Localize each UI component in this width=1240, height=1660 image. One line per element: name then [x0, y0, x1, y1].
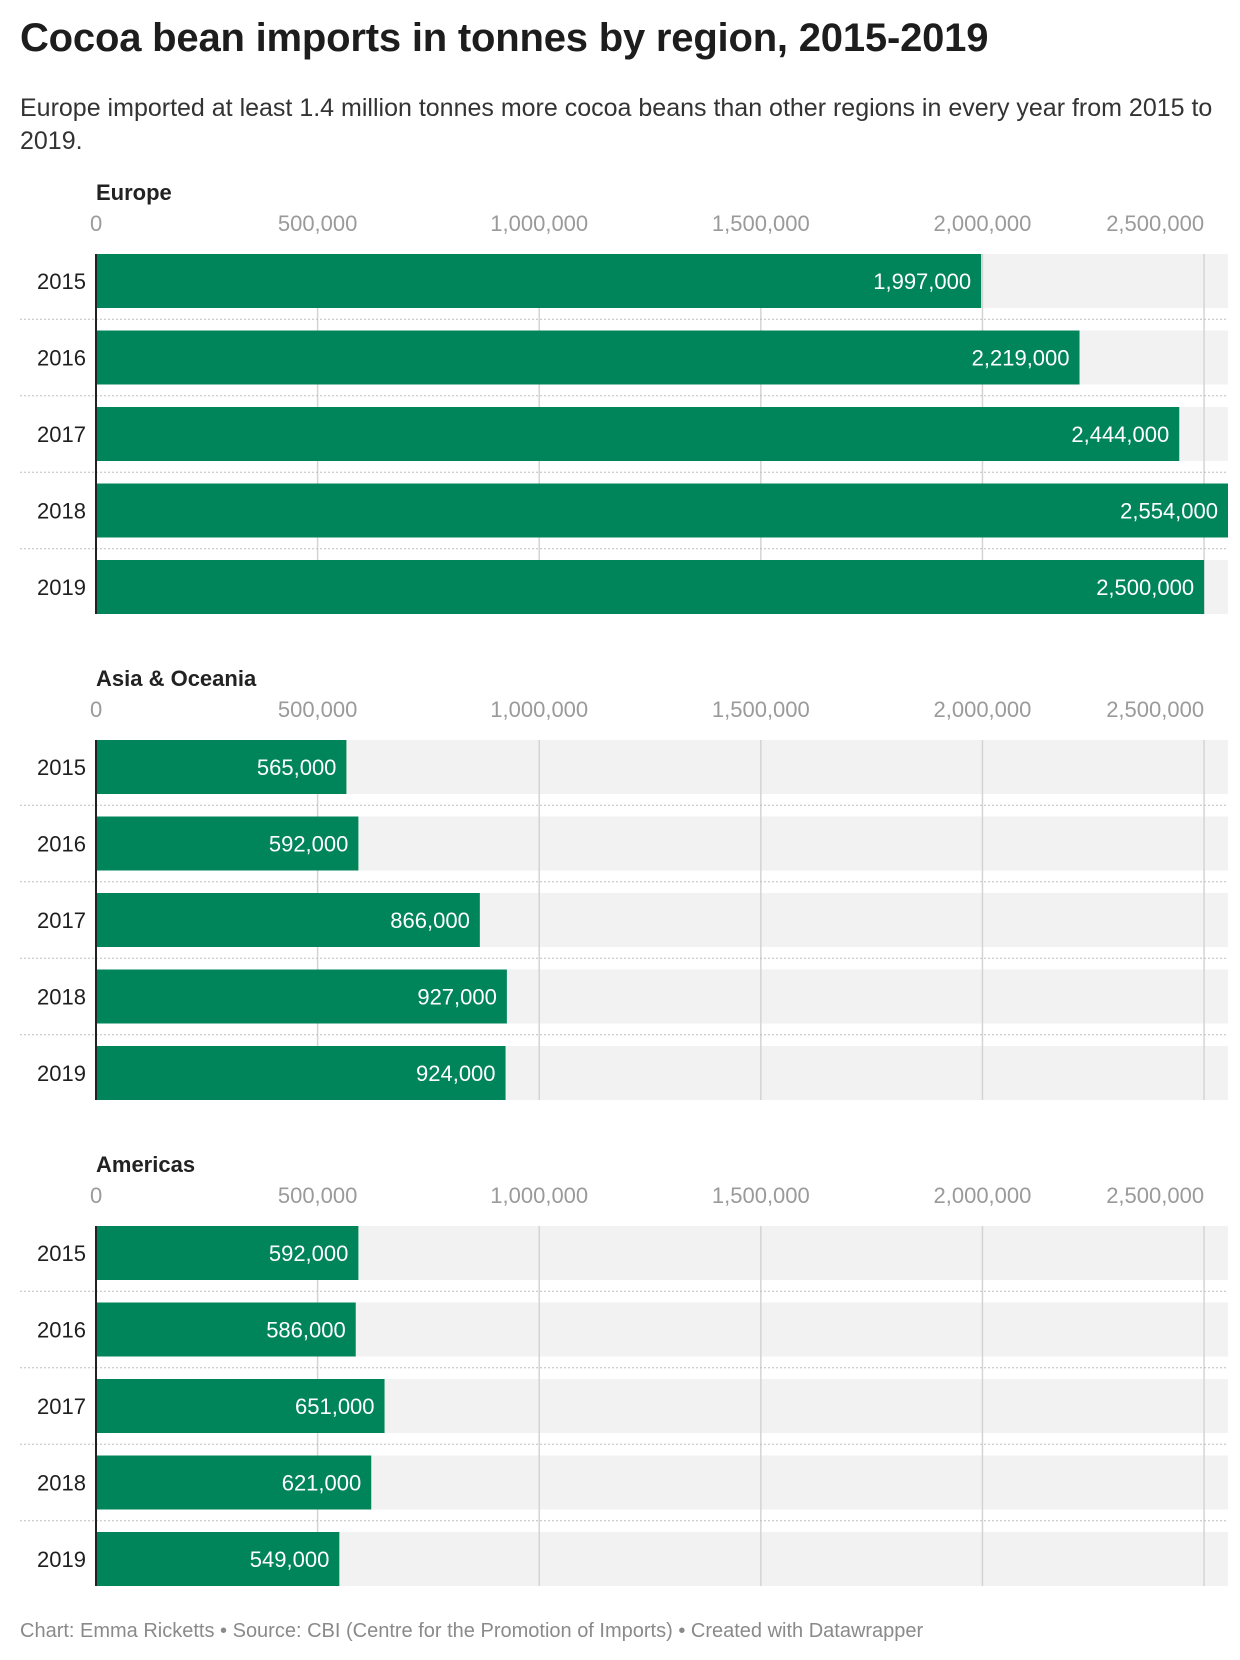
panel-title-americas: Americas	[96, 1152, 196, 1177]
category-label: 2015	[37, 755, 86, 780]
data-label: 549,000	[250, 1547, 330, 1572]
data-label: 1,997,000	[873, 269, 971, 294]
x-tick-label: 2,000,000	[934, 697, 1032, 722]
category-label: 2015	[37, 1241, 86, 1266]
bar	[96, 816, 359, 871]
x-tick-label: 1,000,000	[490, 1183, 588, 1208]
bar	[96, 254, 982, 308]
category-label: 2019	[37, 575, 86, 600]
data-label: 592,000	[269, 832, 349, 857]
bar	[96, 1532, 340, 1586]
x-tick-label: 1,500,000	[712, 211, 810, 236]
category-label: 2018	[37, 499, 86, 524]
category-label: 2019	[37, 1547, 86, 1572]
chart-americas: 0 500,000 1,000,000 1,500,000 2,000,000 2,500…	[20, 1183, 1228, 1586]
data-label: 927,000	[417, 985, 497, 1010]
x-tick-label: 2,500,000	[1106, 697, 1204, 722]
category-label: 2016	[37, 832, 86, 857]
bar	[96, 1379, 385, 1433]
data-label: 592,000	[269, 1241, 349, 1266]
bar	[96, 560, 1205, 614]
bar	[96, 1226, 359, 1280]
x-tick-label: 1,000,000	[490, 211, 588, 236]
x-tick-label: 0	[90, 697, 102, 722]
panel-title-europe: Europe	[96, 180, 172, 205]
x-tick-label: 500,000	[278, 697, 358, 722]
data-label: 2,500,000	[1096, 575, 1194, 600]
x-tick-label: 0	[90, 211, 102, 236]
data-label: 2,444,000	[1071, 422, 1169, 447]
data-label: 2,219,000	[972, 346, 1070, 371]
category-label: 2019	[37, 1061, 86, 1086]
data-label: 2,554,000	[1120, 499, 1218, 524]
data-label: 651,000	[295, 1394, 375, 1419]
data-label: 924,000	[416, 1061, 496, 1086]
category-label: 2016	[37, 1318, 86, 1343]
bar	[96, 330, 1080, 385]
data-label: 621,000	[282, 1471, 362, 1496]
category-label: 2017	[37, 1394, 86, 1419]
x-tick-label: 2,500,000	[1106, 1183, 1204, 1208]
x-tick-label: 500,000	[278, 211, 358, 236]
bar	[96, 1302, 356, 1357]
chart-footer-credit: Chart: Emma Ricketts • Source: CBI (Cent…	[20, 1620, 924, 1642]
bar	[96, 893, 480, 947]
category-label: 2017	[37, 422, 86, 447]
bar	[96, 1046, 506, 1100]
bar	[96, 483, 1228, 538]
data-label: 565,000	[257, 755, 337, 780]
category-label: 2018	[37, 985, 86, 1010]
x-tick-label: 2,000,000	[934, 1183, 1032, 1208]
bar	[96, 969, 507, 1024]
category-label: 2016	[37, 346, 86, 371]
x-tick-label: 2,500,000	[1106, 211, 1204, 236]
chart-asia-oceania: 0 500,000 1,000,000 1,500,000 2,000,000 2,500…	[20, 697, 1228, 1100]
x-tick-label: 500,000	[278, 1183, 358, 1208]
x-tick-label: 1,500,000	[712, 1183, 810, 1208]
x-tick-label: 0	[90, 1183, 102, 1208]
category-label: 2017	[37, 908, 86, 933]
chart-subtitle: Europe imported at least 1.4 million ton…	[20, 94, 1213, 155]
chart-europe: 0 500,000 1,000,000 1,500,000 2,000,000 2,500…	[20, 211, 1228, 614]
category-label: 2018	[37, 1471, 86, 1496]
x-tick-label: 2,000,000	[934, 211, 1032, 236]
x-tick-label: 1,500,000	[712, 697, 810, 722]
bar	[96, 407, 1180, 461]
data-label: 866,000	[390, 908, 470, 933]
panel-title-asia-oceania: Asia & Oceania	[96, 666, 257, 691]
chart-title: Cocoa bean imports in tonnes by region, …	[20, 16, 989, 60]
bar	[96, 740, 347, 794]
category-label: 2015	[37, 269, 86, 294]
data-label: 586,000	[266, 1318, 346, 1343]
bar	[96, 1455, 372, 1510]
x-tick-label: 1,000,000	[490, 697, 588, 722]
